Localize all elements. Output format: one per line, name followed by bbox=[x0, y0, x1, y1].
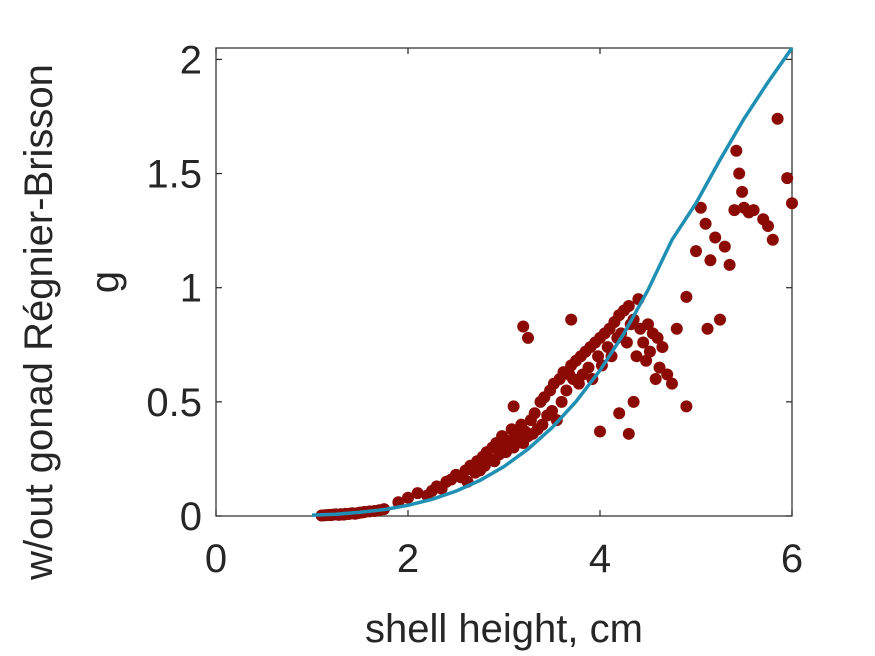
data-point bbox=[620, 336, 633, 349]
data-point bbox=[522, 331, 534, 344]
x-tick-label: 4 bbox=[589, 537, 611, 581]
x-tick-label: 0 bbox=[205, 537, 227, 581]
data-point bbox=[622, 299, 635, 312]
data-point bbox=[517, 320, 530, 333]
x-tick-labels: 0 2 4 6 bbox=[205, 537, 803, 581]
data-point bbox=[402, 491, 414, 504]
data-point bbox=[613, 407, 626, 420]
data-point bbox=[601, 341, 614, 354]
data-point bbox=[572, 377, 585, 390]
data-point bbox=[622, 427, 635, 440]
data-point bbox=[680, 400, 693, 413]
data-point bbox=[661, 368, 674, 381]
y-tick-label: 1.5 bbox=[146, 153, 202, 197]
data-point bbox=[704, 254, 717, 267]
data-point bbox=[733, 167, 746, 180]
data-point bbox=[642, 318, 654, 331]
data-point bbox=[582, 361, 595, 374]
y-tick-label: 1 bbox=[180, 267, 202, 311]
data-point bbox=[627, 395, 640, 408]
data-point bbox=[649, 373, 662, 386]
data-point bbox=[736, 185, 749, 198]
data-point bbox=[694, 201, 707, 214]
data-point bbox=[690, 245, 702, 258]
y-tick-label: 2 bbox=[180, 38, 202, 82]
data-point bbox=[643, 345, 656, 358]
data-point bbox=[565, 313, 578, 326]
x-tick-label: 2 bbox=[397, 537, 419, 581]
data-point bbox=[630, 350, 643, 363]
x-axis-label: shell height, cm bbox=[365, 607, 643, 651]
y-tick-labels: 0 0.5 1 1.5 2 bbox=[146, 38, 202, 539]
data-point bbox=[651, 331, 664, 344]
data-point bbox=[747, 204, 760, 217]
data-point bbox=[637, 336, 650, 349]
data-point bbox=[766, 233, 779, 246]
data-point bbox=[723, 258, 736, 271]
data-point bbox=[594, 425, 606, 438]
data-point bbox=[701, 322, 714, 335]
data-point bbox=[714, 313, 726, 326]
data-point bbox=[507, 400, 520, 413]
data-point bbox=[680, 290, 693, 303]
data-point bbox=[718, 240, 731, 253]
data-point bbox=[730, 144, 743, 157]
data-point bbox=[653, 361, 666, 374]
data-point bbox=[528, 407, 541, 420]
data-point bbox=[450, 468, 462, 481]
data-point bbox=[546, 404, 558, 417]
data-point bbox=[709, 231, 722, 244]
data-point bbox=[411, 487, 424, 500]
data-point bbox=[555, 395, 568, 408]
data-point bbox=[786, 197, 798, 210]
data-point bbox=[781, 172, 794, 185]
y-tick-label: 0.5 bbox=[146, 381, 202, 425]
fit-curve bbox=[311, 46, 794, 517]
x-tick-label: 6 bbox=[781, 537, 803, 581]
plot-area bbox=[215, 46, 798, 522]
tick-marks bbox=[215, 48, 793, 517]
data-point bbox=[771, 112, 784, 125]
data-point bbox=[728, 204, 741, 217]
data-point bbox=[666, 377, 678, 390]
data-point bbox=[762, 220, 774, 233]
data-points bbox=[315, 112, 798, 522]
data-point bbox=[640, 354, 653, 367]
y-axis-label-line2: g bbox=[83, 271, 127, 293]
data-point bbox=[592, 350, 605, 363]
data-point bbox=[656, 341, 669, 354]
data-point bbox=[699, 217, 712, 230]
data-point bbox=[560, 384, 573, 397]
data-point bbox=[507, 441, 520, 454]
data-point bbox=[536, 418, 549, 431]
y-tick-label: 0 bbox=[180, 495, 202, 539]
data-point bbox=[670, 322, 683, 335]
y-axis-label-line1: w/out gonad Régnier-Brisson bbox=[17, 64, 61, 581]
